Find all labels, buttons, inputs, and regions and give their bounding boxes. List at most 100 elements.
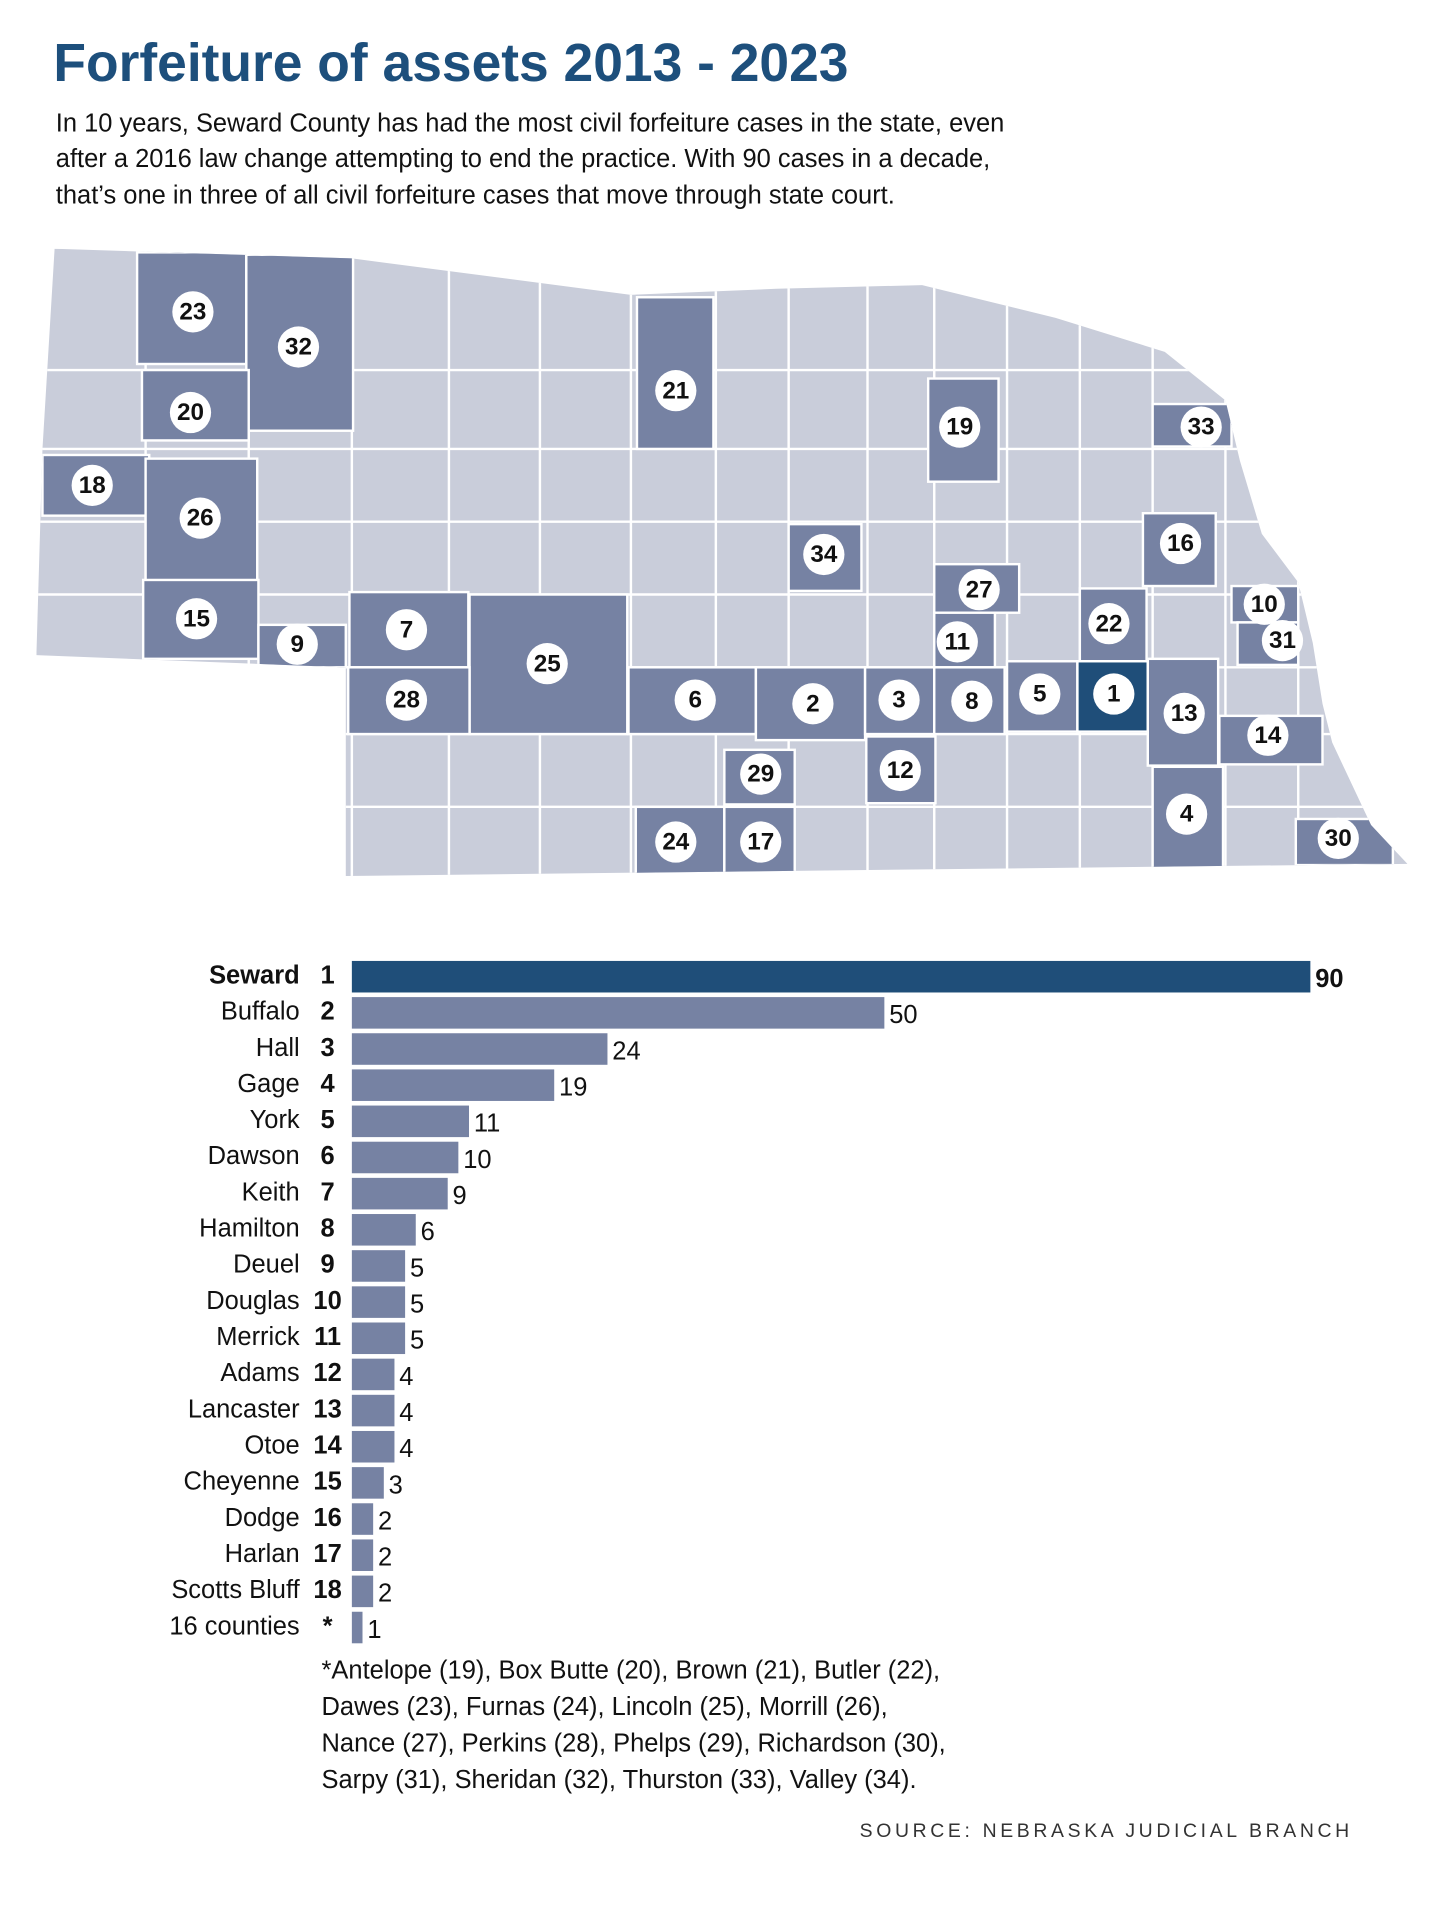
value-label: 3 bbox=[389, 1471, 403, 1499]
content: Forfeiture of assets 2013 - 2023 In 10 y… bbox=[36, 34, 1408, 1842]
county bbox=[1005, 660, 1079, 733]
category-label: Lancaster bbox=[188, 1395, 300, 1423]
rank-badge bbox=[740, 821, 782, 863]
bar bbox=[351, 1177, 448, 1210]
bar bbox=[351, 1430, 395, 1463]
category-label: York bbox=[250, 1106, 300, 1134]
rank-badge bbox=[1243, 583, 1285, 625]
title: Forfeiture of assets 2013 - 2023 bbox=[53, 34, 848, 93]
rank-label: 14 bbox=[1254, 722, 1281, 749]
rank-label: 2 bbox=[321, 998, 335, 1026]
value-label: 10 bbox=[463, 1146, 491, 1174]
bar bbox=[351, 1575, 374, 1608]
bar bbox=[351, 1358, 395, 1391]
bar bbox=[351, 1033, 608, 1065]
rank-badge bbox=[175, 598, 218, 640]
value-label: 4 bbox=[399, 1399, 413, 1427]
rank-label: 10 bbox=[1251, 591, 1278, 618]
value-label: 2 bbox=[378, 1580, 392, 1608]
rank-badge bbox=[179, 497, 221, 539]
category-label: Adams bbox=[220, 1359, 299, 1387]
rank-badge bbox=[674, 679, 716, 721]
category-label: Harlan bbox=[225, 1540, 300, 1568]
rank-badge bbox=[1088, 603, 1130, 645]
rank-badge bbox=[277, 326, 320, 368]
rank-label: 8 bbox=[321, 1215, 335, 1243]
rank-label: 1 bbox=[1107, 681, 1121, 708]
rank-badge bbox=[1093, 673, 1135, 715]
rank-badge bbox=[1163, 692, 1205, 735]
rank-label: 20 bbox=[177, 399, 204, 426]
footnote: *Antelope (19), Box Butte (20), Brown (2… bbox=[322, 1657, 946, 1794]
rank-label: 22 bbox=[1095, 610, 1122, 637]
value-label: 50 bbox=[889, 1001, 917, 1029]
footnote-line: Nance (27), Perkins (28), Phelps (29), R… bbox=[322, 1729, 946, 1757]
value-label: 5 bbox=[410, 1327, 424, 1355]
value-label: 90 bbox=[1315, 965, 1343, 993]
category-label: Hamilton bbox=[199, 1215, 300, 1243]
category-label: Dawson bbox=[208, 1142, 300, 1170]
value-label: 24 bbox=[612, 1037, 640, 1065]
rank-label: 24 bbox=[662, 829, 689, 856]
value-label: 4 bbox=[399, 1435, 413, 1463]
map bbox=[36, 248, 1408, 877]
rank-label: 3 bbox=[892, 687, 906, 714]
category-label: Keith bbox=[242, 1178, 300, 1206]
rank-label: 29 bbox=[747, 761, 774, 788]
rank-label: 34 bbox=[810, 541, 837, 568]
rank-badge bbox=[385, 609, 428, 651]
value-label: 5 bbox=[410, 1254, 424, 1282]
rank-badge bbox=[1261, 619, 1304, 662]
rank-label: 16 bbox=[1167, 530, 1194, 557]
rank-label: 14 bbox=[313, 1431, 342, 1459]
rank-label: 1 bbox=[321, 961, 335, 989]
rank-label: 33 bbox=[1188, 414, 1215, 441]
rank-badge bbox=[792, 683, 834, 725]
rank-label: 4 bbox=[321, 1070, 336, 1098]
rank-label: 6 bbox=[321, 1142, 335, 1170]
rank-label: 30 bbox=[1325, 825, 1352, 852]
rank-label: 8 bbox=[965, 688, 979, 715]
category-label: Scotts Bluff bbox=[171, 1576, 300, 1604]
rank-badge bbox=[276, 623, 318, 665]
category-label: Seward bbox=[209, 961, 300, 989]
bar bbox=[351, 1503, 374, 1535]
value-label: 11 bbox=[474, 1110, 500, 1138]
rank-label: 19 bbox=[946, 414, 973, 441]
category-label: Gage bbox=[237, 1070, 299, 1098]
rank-label: 28 bbox=[393, 687, 420, 714]
bar bbox=[351, 1394, 395, 1427]
rank-badge bbox=[169, 391, 212, 434]
rank-badge bbox=[172, 291, 214, 333]
value-label: 9 bbox=[453, 1182, 467, 1210]
rank-label: 18 bbox=[313, 1576, 341, 1604]
subtitle-line: In 10 years, Seward County has had the m… bbox=[56, 110, 1005, 138]
rank-label: 32 bbox=[285, 334, 312, 361]
rank-label: 16 bbox=[313, 1504, 341, 1532]
rank-label: 27 bbox=[966, 576, 993, 603]
rank-label: 4 bbox=[1180, 801, 1194, 828]
bar bbox=[351, 1214, 416, 1246]
rank-label: 17 bbox=[747, 829, 774, 856]
category-label: Otoe bbox=[244, 1431, 299, 1459]
footnote-line: Dawes (23), Furnas (24), Lincoln (25), M… bbox=[322, 1693, 888, 1721]
rank-badge bbox=[939, 406, 981, 448]
rank-label: 12 bbox=[313, 1359, 341, 1387]
rank-badge bbox=[655, 821, 697, 863]
value-label: 4 bbox=[399, 1363, 413, 1391]
rank-label: 31 bbox=[1269, 627, 1296, 654]
rank-label: 7 bbox=[321, 1178, 335, 1206]
source: SOURCE: NEBRASKA JUDICIAL BRANCH bbox=[860, 1820, 1353, 1842]
rank-badge bbox=[655, 370, 697, 412]
rank-badge bbox=[1165, 793, 1208, 835]
bar bbox=[351, 1539, 374, 1571]
rank-label: 2 bbox=[806, 690, 820, 717]
rank-label: 3 bbox=[321, 1034, 335, 1062]
bar bbox=[351, 1467, 384, 1499]
rank-label: 6 bbox=[688, 687, 702, 714]
rank-label: 11 bbox=[944, 628, 970, 655]
category-label: Hall bbox=[256, 1034, 300, 1062]
rank-label: 25 bbox=[534, 650, 561, 677]
